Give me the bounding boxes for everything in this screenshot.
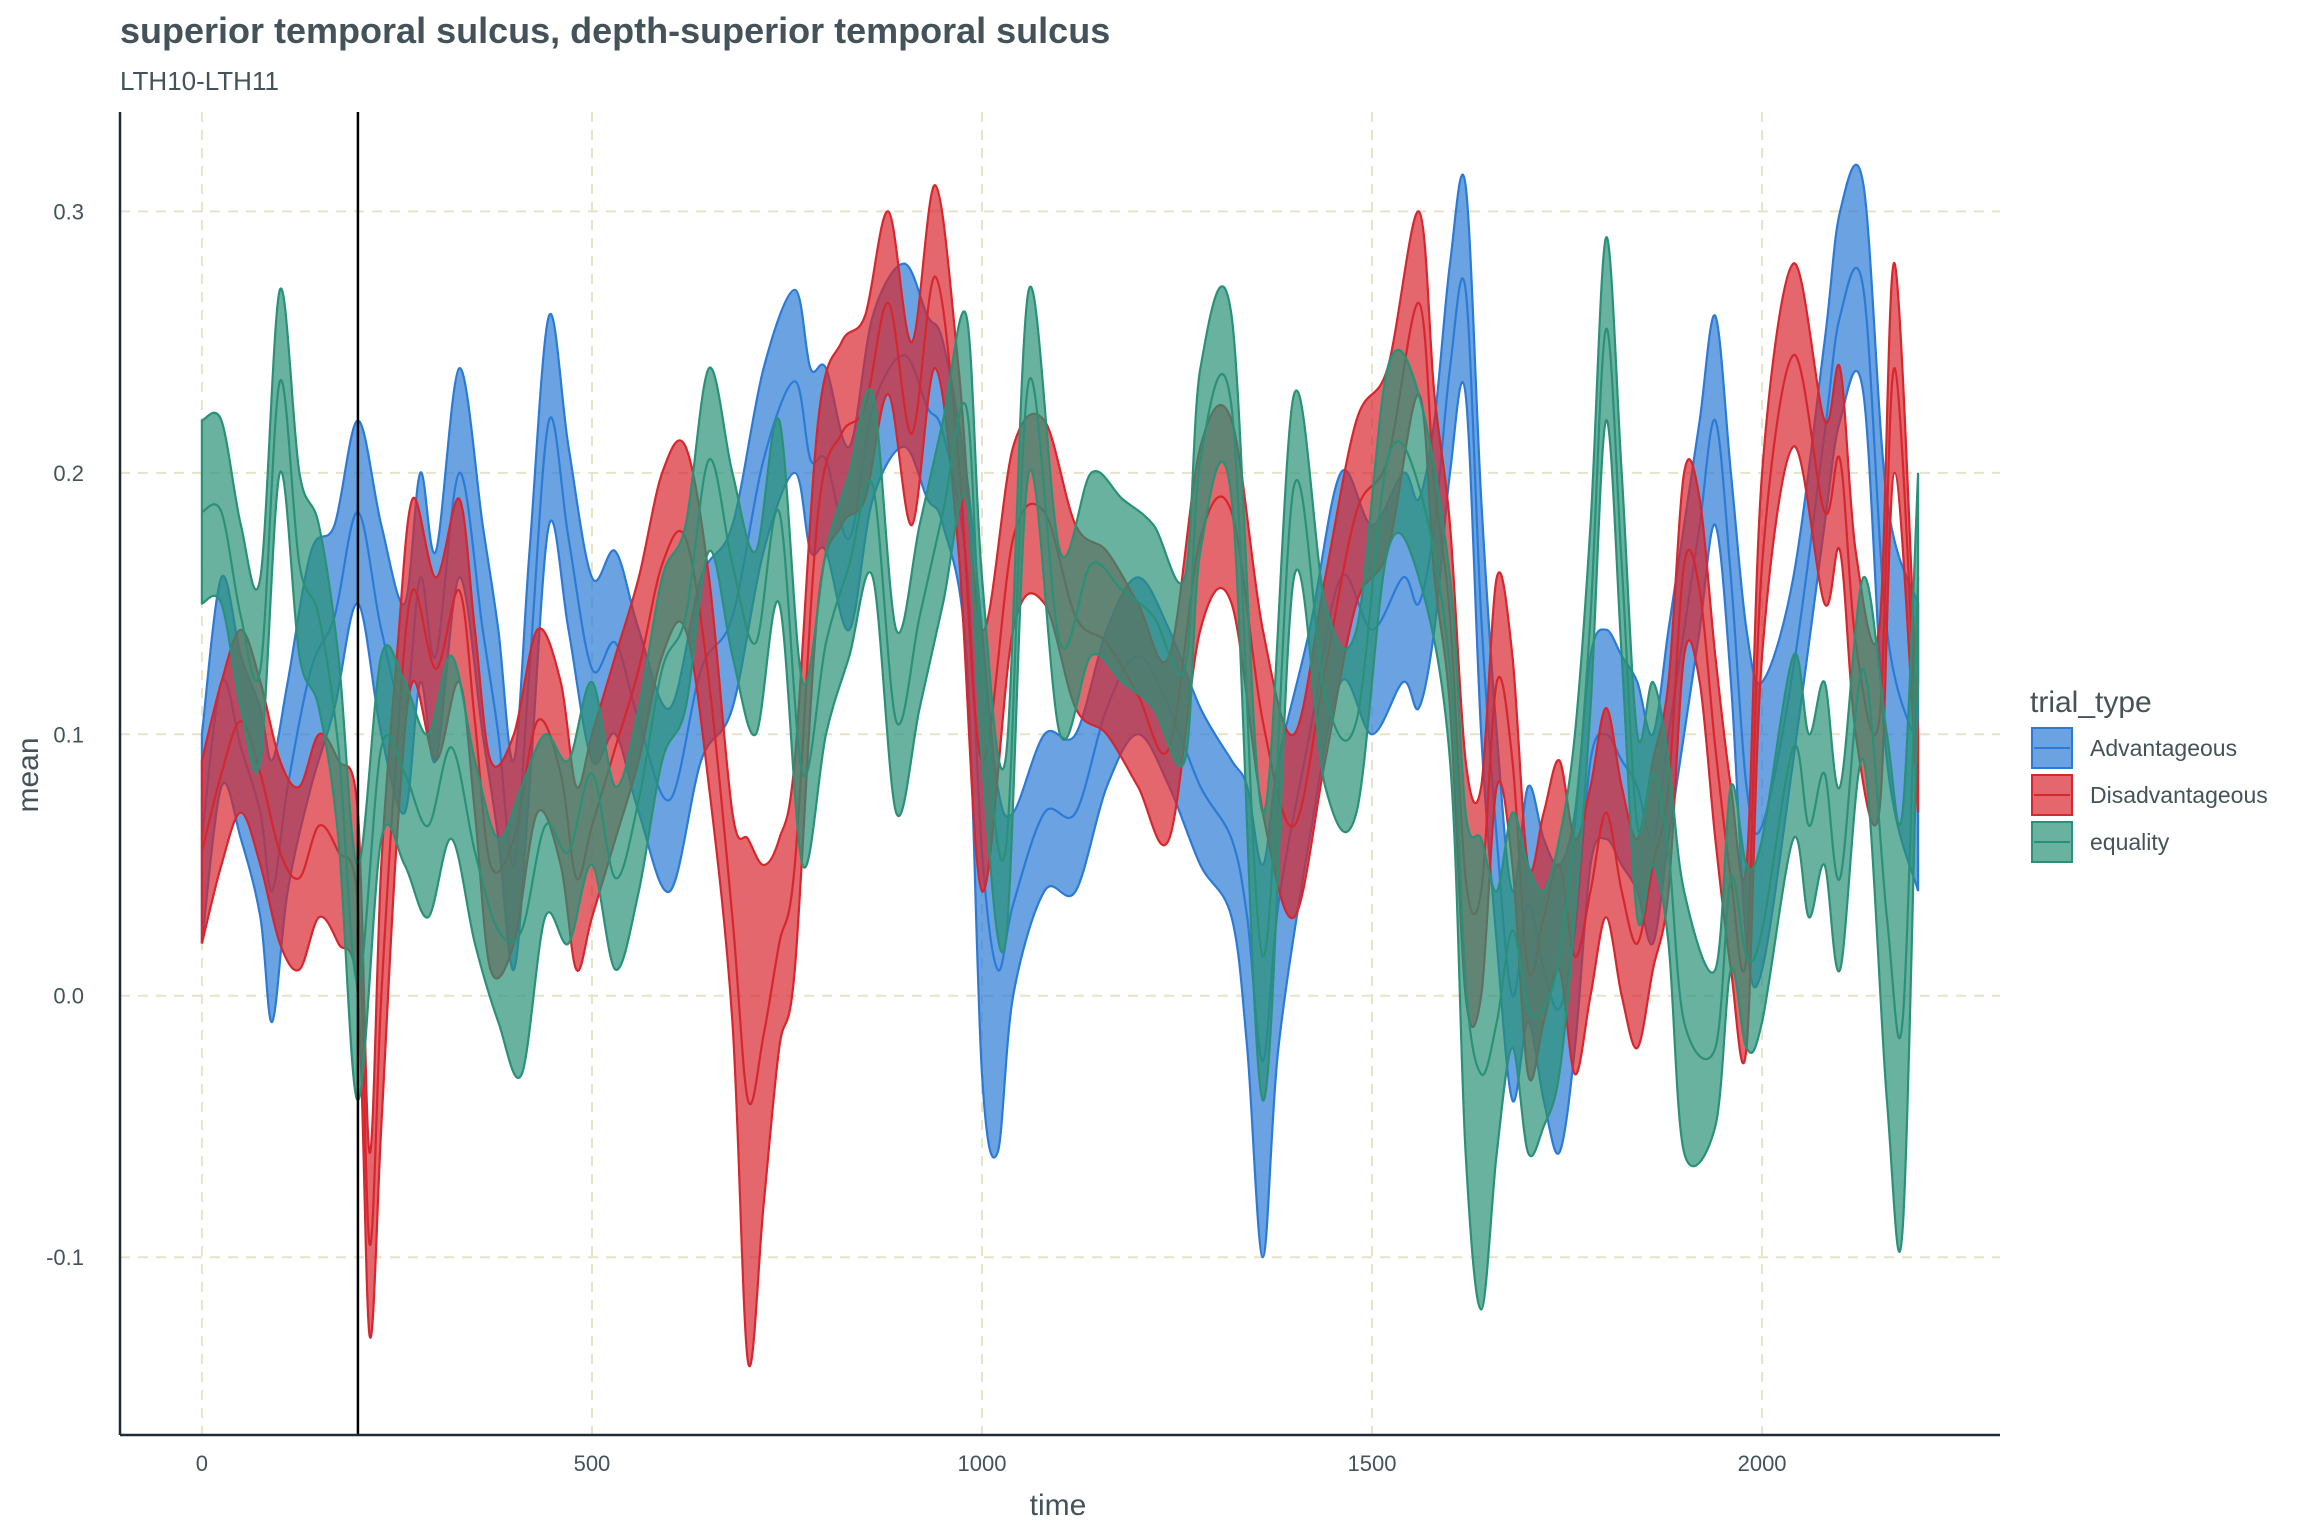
x-tick-label: 0: [196, 1451, 208, 1476]
mean-line-equality: [201, 327, 1920, 1077]
x-tick-label: 2000: [1738, 1451, 1787, 1476]
legend-title: trial_type: [2030, 686, 2152, 719]
chart-subtitle: LTH10-LTH11: [120, 66, 279, 96]
x-tick-label: 500: [574, 1451, 611, 1476]
y-tick-label: 0.0: [53, 984, 84, 1009]
y-axis-title: mean: [12, 737, 45, 812]
x-tick-label: 1500: [1348, 1451, 1397, 1476]
y-tick-label: -0.1: [46, 1245, 84, 1270]
axes: [118, 112, 2000, 1437]
legend-label: Disadvantageous: [2090, 782, 2268, 808]
tick-labels: 0 500 1000 1500 2000 -0.1 0.0 0.1 0.2 0.3: [46, 199, 1786, 1476]
legend: trial_type Advantageous Disadvantageous eq…: [2030, 686, 2268, 863]
x-axis-title: time: [1030, 1489, 1087, 1522]
chart-title: superior temporal sulcus, depth-superior…: [120, 10, 1111, 51]
y-tick-label: 0.2: [53, 461, 84, 486]
legend-label: equality: [2090, 829, 2170, 855]
ribbon-equality: [200, 236, 1920, 1311]
y-tick-label: 0.3: [53, 199, 84, 224]
ribbons: [200, 163, 1920, 1367]
y-tick-label: 0.1: [53, 722, 84, 747]
legend-label: Advantageous: [2090, 735, 2237, 761]
x-tick-label: 1000: [958, 1451, 1007, 1476]
